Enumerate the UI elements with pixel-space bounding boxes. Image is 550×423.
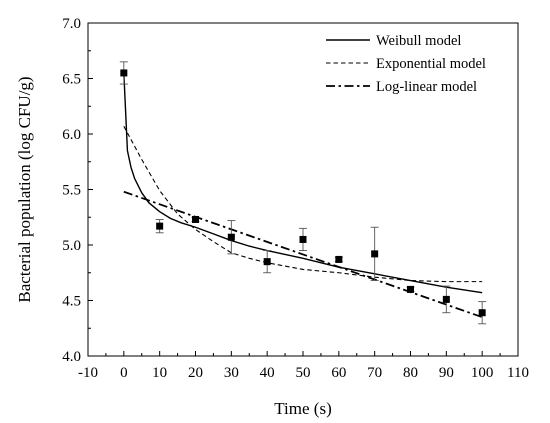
data-point <box>478 309 486 317</box>
data-point <box>120 69 128 77</box>
legend: Weibull model Exponential model Log-linear… <box>326 33 486 95</box>
data-point <box>335 255 343 263</box>
x-tick-label: 50 <box>296 365 311 381</box>
y-tick-label: 4.5 <box>62 294 81 310</box>
x-tick-label: 60 <box>331 365 346 381</box>
plot-area <box>119 61 487 325</box>
x-tick-label: 110 <box>507 365 529 381</box>
y-tick-label: 6.5 <box>62 72 81 88</box>
y-tick-label: 4.0 <box>62 349 81 365</box>
y-axis-title: Bacterial population (log CFU/g) <box>15 76 34 302</box>
axes: -10 0 10 20 30 40 50 60 70 80 90 100 110 4.0 4.5 5.0 5.5… <box>62 16 529 381</box>
plot-frame <box>87 22 519 357</box>
y-tick-label: 6.0 <box>62 127 81 143</box>
series-line-exponential-model <box>123 125 483 283</box>
data-point <box>156 222 164 230</box>
x-tick-label: 10 <box>152 365 167 381</box>
data-point <box>442 295 450 303</box>
x-tick-label: 30 <box>224 365 239 381</box>
x-axis-title: Time (s) <box>274 399 331 418</box>
data-point <box>299 235 307 243</box>
data-point <box>407 285 414 293</box>
legend-label: Exponential model <box>376 56 486 72</box>
data-point <box>263 258 271 266</box>
legend-label: Weibull model <box>376 33 461 49</box>
legend-label: Log-linear model <box>376 79 477 95</box>
x-tick-label: 20 <box>188 365 203 381</box>
x-tick-label: 70 <box>367 365 382 381</box>
y-tick-label: 7.0 <box>62 16 81 32</box>
y-tick-label: 5.5 <box>62 183 81 199</box>
series-line-log-linear-model <box>123 190 483 318</box>
x-tick-label: 0 <box>120 365 128 381</box>
data-point <box>371 250 379 258</box>
data-point <box>192 215 199 223</box>
data-point <box>227 233 235 241</box>
y-tick-label: 5.0 <box>62 238 81 254</box>
series-line-weibull-model <box>123 72 483 294</box>
x-tick-label: 100 <box>471 365 494 381</box>
x-tick-label: 90 <box>439 365 454 381</box>
x-tick-label: -10 <box>78 365 98 381</box>
x-tick-label: 80 <box>403 365 418 381</box>
x-tick-label: 40 <box>260 365 275 381</box>
